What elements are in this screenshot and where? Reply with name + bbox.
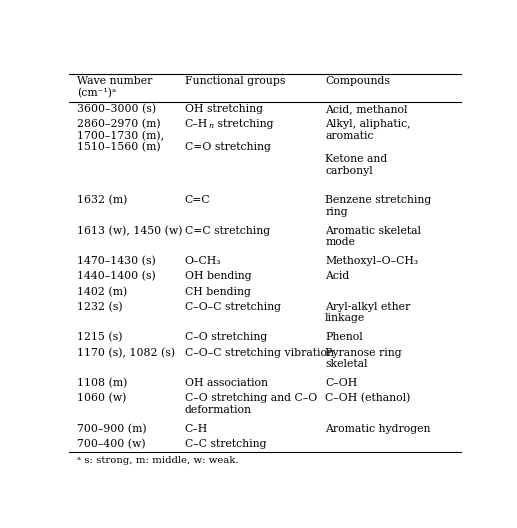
Text: 1440–1400 (s): 1440–1400 (s) (77, 271, 156, 282)
Text: Phenol: Phenol (325, 332, 363, 342)
Text: aromatic: aromatic (325, 131, 374, 141)
Text: Aromatic skeletal: Aromatic skeletal (325, 226, 421, 236)
Text: 1108 (m): 1108 (m) (77, 378, 127, 388)
Text: 1170 (s), 1082 (s): 1170 (s), 1082 (s) (77, 347, 175, 358)
Text: Compounds: Compounds (325, 76, 390, 86)
Text: 1470–1430 (s): 1470–1430 (s) (77, 256, 156, 267)
Text: ring: ring (325, 207, 348, 217)
Text: 3600–3000 (s): 3600–3000 (s) (77, 104, 156, 115)
Text: Acid, methanol: Acid, methanol (325, 104, 407, 114)
Text: C–O–C stretching vibration: C–O–C stretching vibration (185, 347, 334, 357)
Text: C–C stretching: C–C stretching (185, 439, 266, 449)
Text: linkage: linkage (325, 314, 366, 324)
Text: stretching: stretching (214, 119, 273, 129)
Text: C–H: C–H (185, 119, 208, 129)
Text: O–CH₃: O–CH₃ (185, 256, 221, 266)
Text: n: n (208, 122, 213, 130)
Text: Functional groups: Functional groups (185, 76, 285, 86)
Text: 1402 (m): 1402 (m) (77, 287, 127, 297)
Text: OH stretching: OH stretching (185, 104, 263, 114)
Text: CH bending: CH bending (185, 287, 251, 297)
Text: C–OH: C–OH (325, 378, 357, 388)
Text: C–O–C stretching: C–O–C stretching (185, 302, 281, 312)
Text: mode: mode (325, 238, 355, 247)
Text: Ketone and: Ketone and (325, 154, 387, 164)
Text: C–O stretching: C–O stretching (185, 332, 267, 342)
Text: Wave number: Wave number (77, 76, 152, 86)
Text: Aryl-alkyl ether: Aryl-alkyl ether (325, 302, 410, 312)
Text: 1700–1730 (m),: 1700–1730 (m), (77, 131, 164, 141)
Text: (cm⁻¹)ᵃ: (cm⁻¹)ᵃ (77, 88, 116, 98)
Text: skeletal: skeletal (325, 359, 368, 369)
Text: C=C: C=C (185, 195, 210, 205)
Text: Aromatic hydrogen: Aromatic hydrogen (325, 423, 431, 433)
Text: deformation: deformation (185, 405, 252, 415)
Text: 1613 (w), 1450 (w): 1613 (w), 1450 (w) (77, 226, 182, 236)
Text: Methoxyl–O–CH₃: Methoxyl–O–CH₃ (325, 256, 418, 266)
Text: 1060 (w): 1060 (w) (77, 393, 126, 403)
Text: OH association: OH association (185, 378, 268, 388)
Text: 1632 (m): 1632 (m) (77, 195, 127, 205)
Text: C–O stretching and C–O: C–O stretching and C–O (185, 393, 317, 403)
Text: 1510–1560 (m): 1510–1560 (m) (77, 143, 160, 153)
Text: 2860–2970 (m): 2860–2970 (m) (77, 119, 160, 129)
Text: 1215 (s): 1215 (s) (77, 332, 122, 343)
Text: Alkyl, aliphatic,: Alkyl, aliphatic, (325, 119, 410, 129)
Text: C–OH (ethanol): C–OH (ethanol) (325, 393, 410, 403)
Text: C–H: C–H (185, 423, 208, 433)
Text: carbonyl: carbonyl (325, 166, 373, 176)
Text: 700–900 (m): 700–900 (m) (77, 423, 146, 434)
Text: Pyranose ring: Pyranose ring (325, 347, 402, 357)
Text: 1232 (s): 1232 (s) (77, 302, 122, 312)
Text: OH bending: OH bending (185, 271, 251, 281)
Text: Benzene stretching: Benzene stretching (325, 195, 431, 205)
Text: ᵃ s: strong, m: middle, w: weak.: ᵃ s: strong, m: middle, w: weak. (77, 456, 238, 465)
Text: 700–400 (w): 700–400 (w) (77, 439, 145, 449)
Text: Acid: Acid (325, 271, 349, 281)
Text: C=O stretching: C=O stretching (185, 143, 271, 153)
Text: C=C stretching: C=C stretching (185, 226, 270, 236)
